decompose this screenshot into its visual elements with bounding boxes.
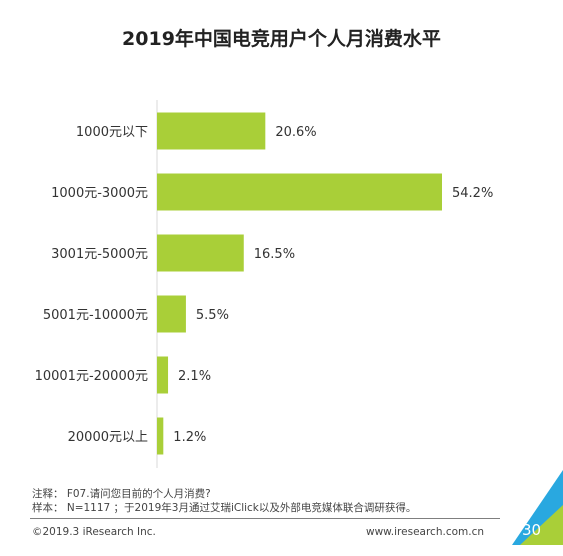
bar [157,234,244,272]
copyright-text: ©2019.3 iResearch Inc. [32,526,156,538]
bar [157,295,186,333]
value-label: 54.2% [452,186,493,201]
category-label: 20000元以上 [68,430,148,445]
chart-title: 2019年中国电竞用户个人月消费水平 [122,28,441,50]
value-label: 5.5% [196,308,229,323]
value-label: 1.2% [173,430,206,445]
note-sample: 样本： N=1117 ；于2019年3月通过艾瑞iClick以及外部电竞媒体联合… [32,502,417,514]
website-link[interactable]: www.iresearch.com.cn [366,526,485,538]
value-label: 2.1% [178,369,211,384]
footer-divider [30,518,500,519]
value-label: 20.6% [275,125,316,140]
note-question: 注释： F07.请问您目前的个人月消费? [32,488,211,500]
bars-group: 1000元以下 20.6% 1000元-3000元 54.2% 3001元-5000元 1… [35,112,493,455]
bar [157,417,164,455]
bar [157,112,266,150]
category-label: 1000元-3000元 [51,186,148,201]
bar [157,173,442,211]
category-label: 10001元-20000元 [35,369,148,384]
value-label: 16.5% [254,247,295,262]
category-label: 3001元-5000元 [51,247,148,262]
page-number: 30 [522,521,542,539]
category-label: 1000元以下 [76,125,148,140]
category-label: 5001元-10000元 [43,308,148,323]
bar [157,356,169,394]
